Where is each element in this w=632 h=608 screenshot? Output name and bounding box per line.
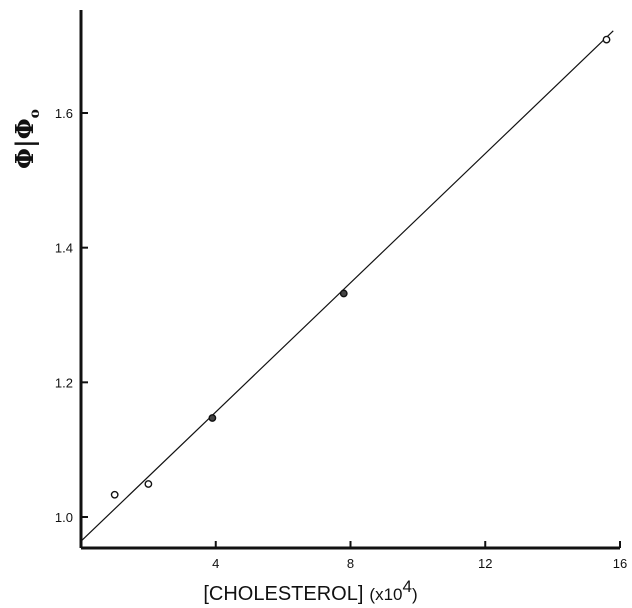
data-point-2 bbox=[144, 480, 153, 488]
data-point-4 bbox=[339, 289, 348, 298]
x-axis-label: [CHOLESTEROL] (x104) bbox=[203, 577, 417, 605]
data-points bbox=[110, 35, 611, 499]
data-point-3 bbox=[208, 414, 217, 422]
x-tick-label-4: 4 bbox=[212, 556, 219, 571]
x-axis-label-main: [CHOLESTEROL] bbox=[203, 583, 363, 605]
y-tick-label-1.4: 1.4 bbox=[55, 241, 73, 256]
y-axis-label: Φ|Φo bbox=[10, 109, 43, 169]
data-point-1 bbox=[110, 490, 119, 499]
y-tick-label-1.2: 1.2 bbox=[55, 375, 73, 390]
y-axis-label-main: Φ|Φ bbox=[10, 118, 39, 169]
y-tick-label-1.6: 1.6 bbox=[55, 106, 73, 121]
x-tick-label-12: 12 bbox=[478, 556, 492, 571]
axes bbox=[79, 10, 620, 550]
fit-line-group bbox=[80, 30, 614, 542]
data-point-5 bbox=[602, 35, 611, 44]
x-tick-label-8: 8 bbox=[347, 556, 354, 571]
y-tick-label-1.0: 1.0 bbox=[55, 510, 73, 525]
fit-line bbox=[80, 30, 614, 542]
y-axis-label-sub: o bbox=[27, 109, 43, 118]
x-tick-label-16: 16 bbox=[613, 556, 627, 571]
x-axis-unit: (x10 bbox=[369, 585, 402, 604]
x-axis-unit-close: ) bbox=[412, 585, 418, 604]
ticks: 4 8 12 16 1.0 1.2 1.4 1.6 bbox=[55, 106, 627, 571]
x-axis-unit-exp: 4 bbox=[402, 577, 411, 596]
